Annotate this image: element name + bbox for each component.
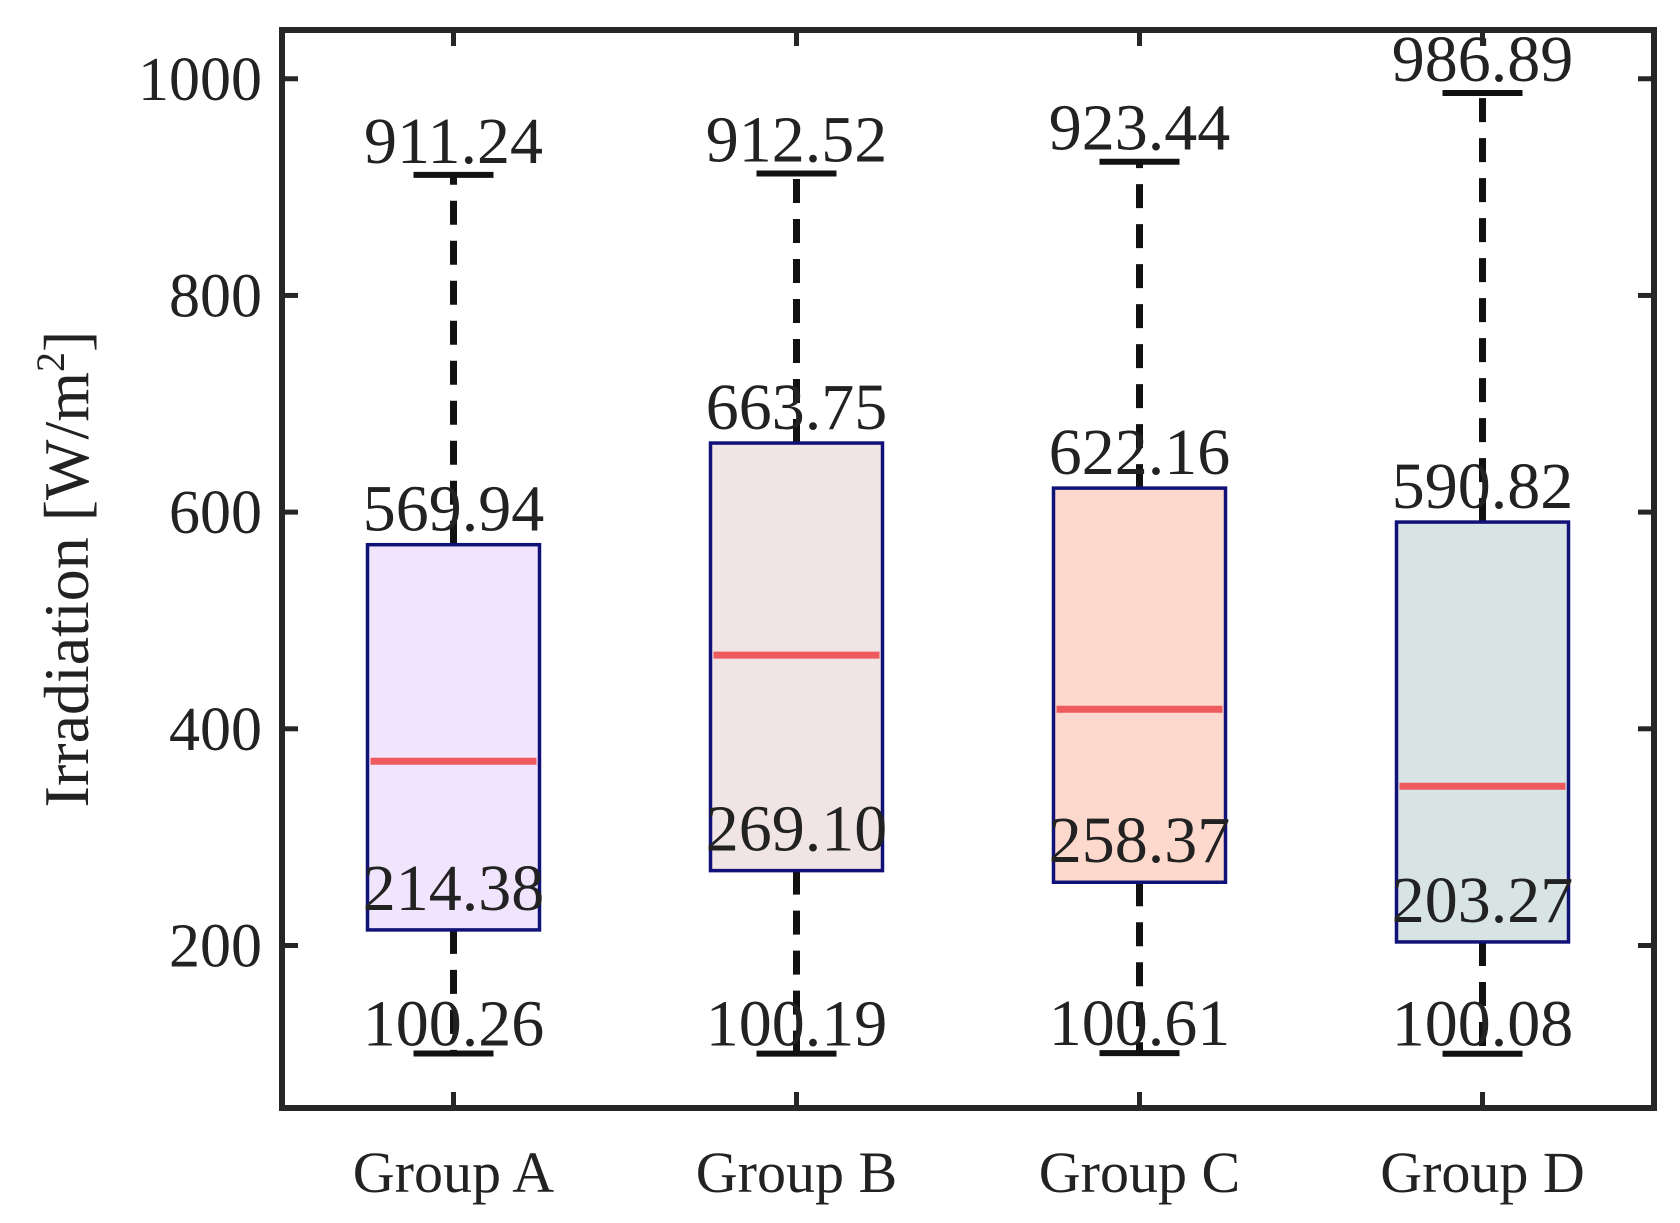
- y-axis-title-main: Irradiation [W/m: [31, 372, 102, 807]
- y-axis-title-superscript: 2: [28, 352, 73, 372]
- min-value-label: 100.26: [363, 988, 545, 1061]
- q3-value-label: 622.16: [1049, 416, 1231, 489]
- min-value-label: 100.61: [1049, 987, 1231, 1060]
- y-tick-label: 800: [169, 262, 262, 330]
- x-axis-categories: Group A Group B Group C Group D: [353, 30, 1585, 1205]
- x-category-label: Group B: [696, 1140, 897, 1205]
- y-axis-ticks: 200 400 600 800 1000: [138, 46, 1654, 980]
- min-value-label: 100.19: [706, 988, 888, 1061]
- q1-value-label: 203.27: [1392, 864, 1574, 937]
- y-axis-title: Irradiation [W/m2]: [28, 331, 102, 808]
- box-group-1: [365, 171, 542, 1057]
- plot-frame: [279, 27, 1657, 1111]
- y-tick-label: 1000: [138, 46, 262, 114]
- q3-value-label: 590.82: [1392, 450, 1574, 523]
- box-group-2: [708, 170, 885, 1057]
- x-category-label: Group A: [353, 1140, 555, 1205]
- max-value-label: 923.44: [1049, 92, 1231, 165]
- y-tick-label: 600: [169, 479, 262, 547]
- iqr-box: [365, 542, 542, 932]
- y-axis-title-suffix: ]: [31, 331, 102, 352]
- q1-value-label: 258.37: [1049, 804, 1231, 877]
- min-value-label: 100.08: [1392, 988, 1574, 1061]
- box-group-3: [1051, 158, 1228, 1057]
- box-group-4: [1394, 89, 1571, 1057]
- y-tick-label: 400: [169, 696, 262, 764]
- iqr-box: [1051, 486, 1228, 884]
- boxes-layer: [365, 89, 1571, 1057]
- max-value-label: 911.24: [364, 105, 543, 178]
- x-category-label: Group C: [1039, 1140, 1240, 1205]
- data-labels-layer: 911.24 569.94 214.38 100.26 912.52 663.75 269.…: [363, 23, 1574, 1061]
- q1-value-label: 214.38: [363, 852, 545, 925]
- y-tick-label: 200: [169, 912, 262, 980]
- q3-value-label: 569.94: [363, 473, 545, 546]
- q3-value-label: 663.75: [706, 371, 888, 444]
- iqr-box: [1394, 520, 1571, 944]
- max-value-label: 912.52: [706, 104, 888, 177]
- q1-value-label: 269.10: [706, 793, 888, 866]
- x-category-label: Group D: [1380, 1140, 1585, 1205]
